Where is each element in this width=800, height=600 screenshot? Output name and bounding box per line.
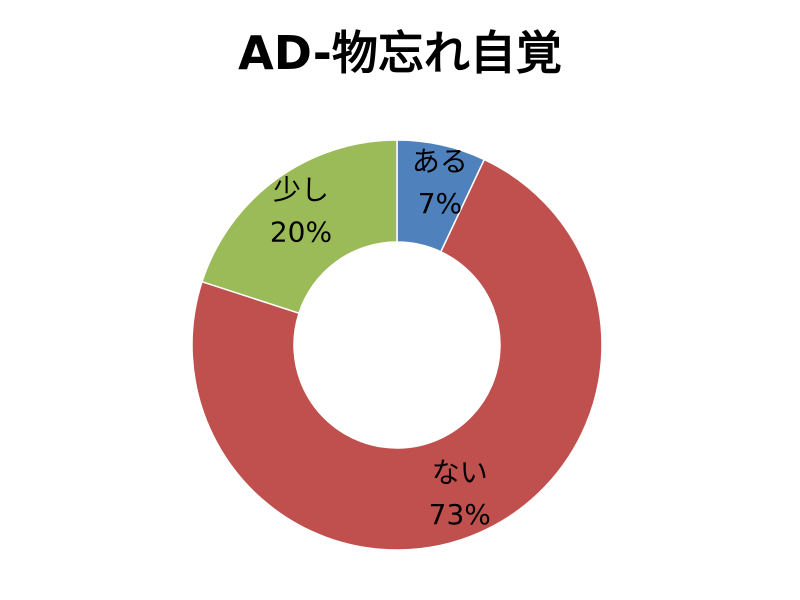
chart-title: AD-物忘れ自覚 xyxy=(238,26,562,80)
donut-slice-3 xyxy=(201,139,398,315)
slice-category-label-2: ない xyxy=(432,456,488,489)
slice-category-label-3: 少し xyxy=(273,174,329,207)
donut-slices xyxy=(191,139,603,551)
slice-value-label-2: 73% xyxy=(429,498,491,531)
slice-value-label-3: 20% xyxy=(270,216,332,249)
slice-value-label-1: 7% xyxy=(418,187,462,220)
donut-labels: ある 7% ない 73% 少し 20% xyxy=(270,145,491,531)
slice-category-label-1: ある xyxy=(412,145,468,178)
donut-slice-2 xyxy=(191,158,603,551)
